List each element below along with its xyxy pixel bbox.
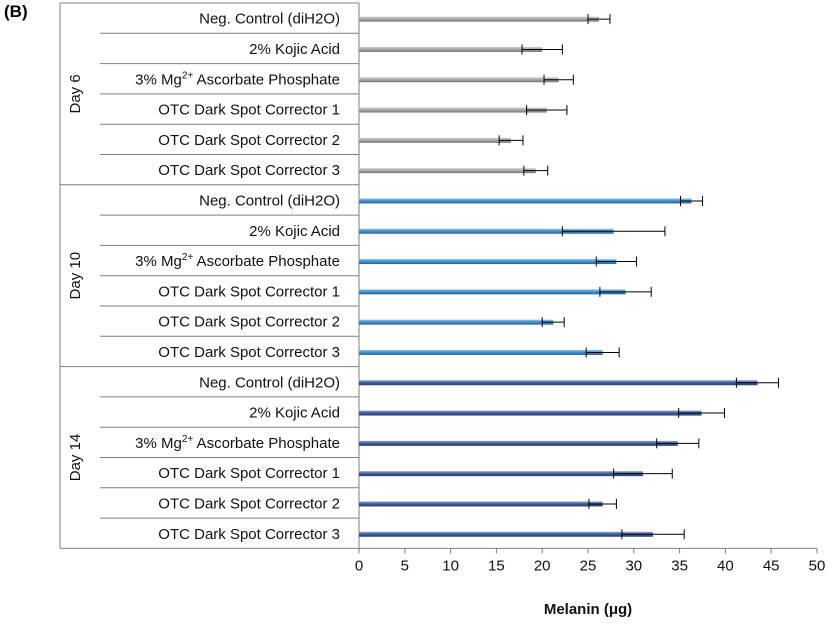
category-label: 3% Mg2+ Ascorbate Phosphate [135,434,340,452]
category-label: 2% Kojic Acid [249,223,340,240]
category-label: 3% Mg2+ Ascorbate Phosphate [135,252,340,270]
bar [359,259,617,265]
bar [359,471,643,477]
x-tick-label: 45 [763,557,780,574]
category-label: OTC Dark Spot Corrector 1 [158,465,340,482]
x-tick-label: 30 [625,557,642,574]
bar [359,198,692,204]
bar [359,168,536,174]
category-label: OTC Dark Spot Corrector 2 [158,495,340,512]
x-tick-label: 50 [809,557,826,574]
bar [359,501,603,507]
category-frame: Day 6 Neg. Control (diH2O) 2% Kojic Acid 3%… [59,2,360,549]
category-label: OTC Dark Spot Corrector 3 [158,526,340,543]
x-tick-label: 5 [401,557,409,574]
x-tick-label: 25 [580,557,597,574]
bar [359,77,559,83]
x-tick-label: 20 [534,557,551,574]
bar [359,319,554,325]
bar [359,410,702,416]
category-label: 3% Mg2+ Ascorbate Phosphate [135,70,340,88]
x-tick-label: 0 [355,557,363,574]
bar [359,289,626,295]
category-label: OTC Dark Spot Corrector 3 [158,162,340,179]
panel-label: (B) [4,2,28,21]
group-label: Day 6 [67,74,84,113]
bar [359,46,543,52]
x-axis-title: Melanin (μg) [544,601,632,618]
bars [359,14,780,540]
bar [359,228,614,234]
bar [359,107,547,113]
bar [359,440,678,446]
category-label: OTC Dark Spot Corrector 1 [158,102,340,119]
bar [359,349,603,355]
x-tick-label: 10 [442,557,459,574]
category-label: Neg. Control (diH2O) [199,374,340,391]
x-tick-label: 35 [671,557,688,574]
category-label: OTC Dark Spot Corrector 1 [158,283,340,300]
category-label: OTC Dark Spot Corrector 2 [158,314,340,331]
category-label: OTC Dark Spot Corrector 3 [158,344,340,361]
bar [359,137,512,143]
category-label: Neg. Control (diH2O) [199,11,340,28]
category-label: OTC Dark Spot Corrector 2 [158,132,340,149]
category-label: 2% Kojic Acid [249,41,340,58]
category-label: 2% Kojic Acid [249,405,340,422]
bar [359,16,599,22]
bar [359,380,758,386]
group-label: Day 14 [67,434,84,482]
x-tick-label: 40 [717,557,734,574]
bar [359,531,654,537]
category-label: Neg. Control (diH2O) [199,192,340,209]
x-tick-label: 15 [488,557,505,574]
x-axis: 0 5 10 15 20 25 30 35 40 45 50 [355,547,826,574]
group-label: Day 10 [67,252,84,300]
